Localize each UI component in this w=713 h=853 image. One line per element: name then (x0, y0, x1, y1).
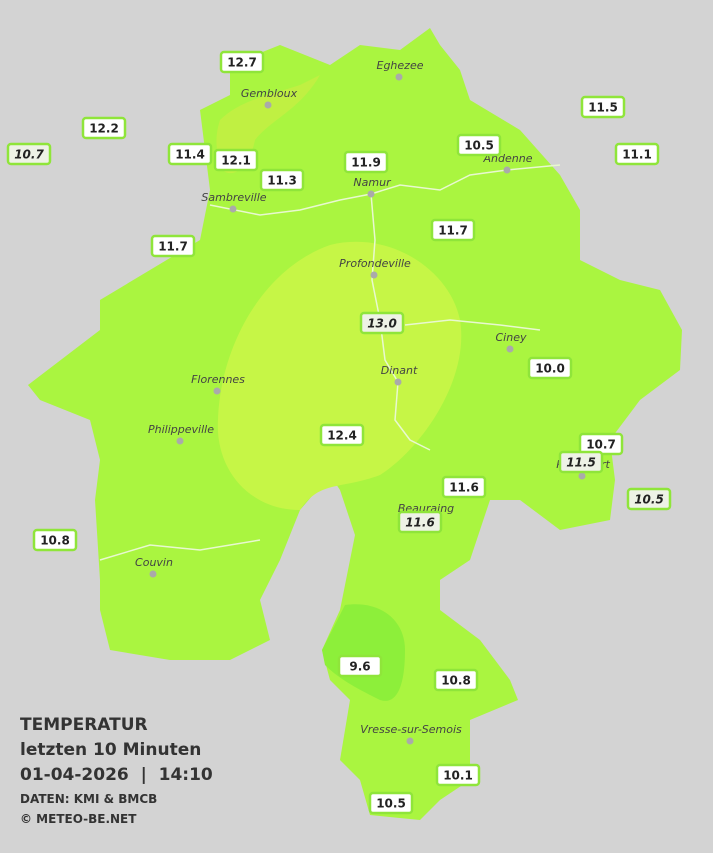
station-value: 11.4 (175, 148, 205, 162)
warm-zone (216, 75, 320, 174)
city-dot (394, 378, 402, 386)
city-label: Ciney (496, 331, 527, 344)
city-dot (229, 205, 237, 213)
city-dot (370, 271, 378, 279)
legend-title: TEMPERATUR (20, 715, 148, 735)
station-box (150, 234, 196, 258)
station-box (167, 142, 213, 166)
city-label: Dinant (381, 364, 418, 377)
city-dot (367, 190, 375, 198)
station-value: 10.1 (443, 769, 473, 783)
city-dot (503, 166, 511, 174)
station-box (6, 142, 52, 166)
legend-credit: © METEO-BE.NET (20, 812, 137, 826)
station-box (626, 487, 672, 511)
station-box (397, 510, 443, 534)
station-box (81, 116, 127, 140)
station-box (359, 311, 405, 335)
station-value: 10.8 (441, 674, 471, 688)
station-box (259, 168, 305, 192)
station-box (441, 475, 487, 499)
station-value: 10.7 (14, 148, 44, 162)
station-value: 10.7 (586, 438, 616, 452)
station-value: 10.5 (634, 493, 664, 507)
station-box (32, 528, 78, 552)
city-label: Eghezee (377, 59, 424, 72)
city-label: Philippeville (148, 423, 214, 436)
city-label: Namur (353, 176, 392, 189)
station-value: 11.6 (405, 516, 435, 530)
station-value: 11.5 (588, 101, 618, 115)
warm-zone (217, 241, 462, 510)
station-box (435, 763, 481, 787)
city-dot (213, 387, 221, 395)
station-box (580, 95, 626, 119)
station-value: 12.2 (89, 122, 119, 136)
city-dot (395, 73, 403, 81)
station-box (213, 148, 259, 172)
legend-period: letzten 10 Minuten (20, 740, 201, 760)
river (99, 164, 561, 561)
legend-timestamp: 01-04-2026 | 14:10 (20, 765, 213, 785)
station-box (343, 150, 389, 174)
station-box (219, 50, 265, 74)
city-label: Florennes (191, 373, 245, 386)
station-value: 12.7 (227, 56, 257, 70)
city-dot (406, 737, 414, 745)
city-label: Profondeville (339, 257, 411, 270)
station-box (430, 218, 476, 242)
city-dot (264, 101, 272, 109)
city-label: Sambreville (201, 191, 266, 204)
city-dot (506, 345, 514, 353)
station-value: 11.9 (351, 156, 381, 170)
station-box (456, 133, 502, 157)
city-dot (149, 570, 157, 578)
station-value: 11.1 (622, 148, 652, 162)
station-value: 10.0 (535, 362, 565, 376)
station-value: 11.3 (267, 174, 297, 188)
station-value: 11.7 (438, 224, 468, 238)
station-value: 11.7 (158, 240, 188, 254)
city-dot (176, 437, 184, 445)
station-box (368, 791, 414, 815)
station-value: 11.6 (449, 481, 479, 495)
station-value: 12.1 (221, 154, 251, 168)
city-label: Gembloux (241, 87, 298, 100)
station-value: 10.5 (464, 139, 494, 153)
station-box (337, 654, 383, 678)
city-dot (578, 472, 586, 480)
station-box (527, 356, 573, 380)
city-label: Couvin (135, 556, 173, 569)
station-value: 13.0 (367, 317, 397, 331)
station-box (433, 668, 479, 692)
station-box (558, 450, 604, 474)
legend-source: DATEN: KMI & BMCB (20, 792, 157, 806)
station-box (319, 423, 365, 447)
station-value: 9.6 (349, 660, 370, 674)
station-box (614, 142, 660, 166)
city-label: Vresse-sur-Semois (360, 723, 462, 736)
station-value: 10.5 (376, 797, 406, 811)
station-value: 11.5 (566, 456, 596, 470)
station-value: 10.8 (40, 534, 70, 548)
station-value: 12.4 (327, 429, 357, 443)
